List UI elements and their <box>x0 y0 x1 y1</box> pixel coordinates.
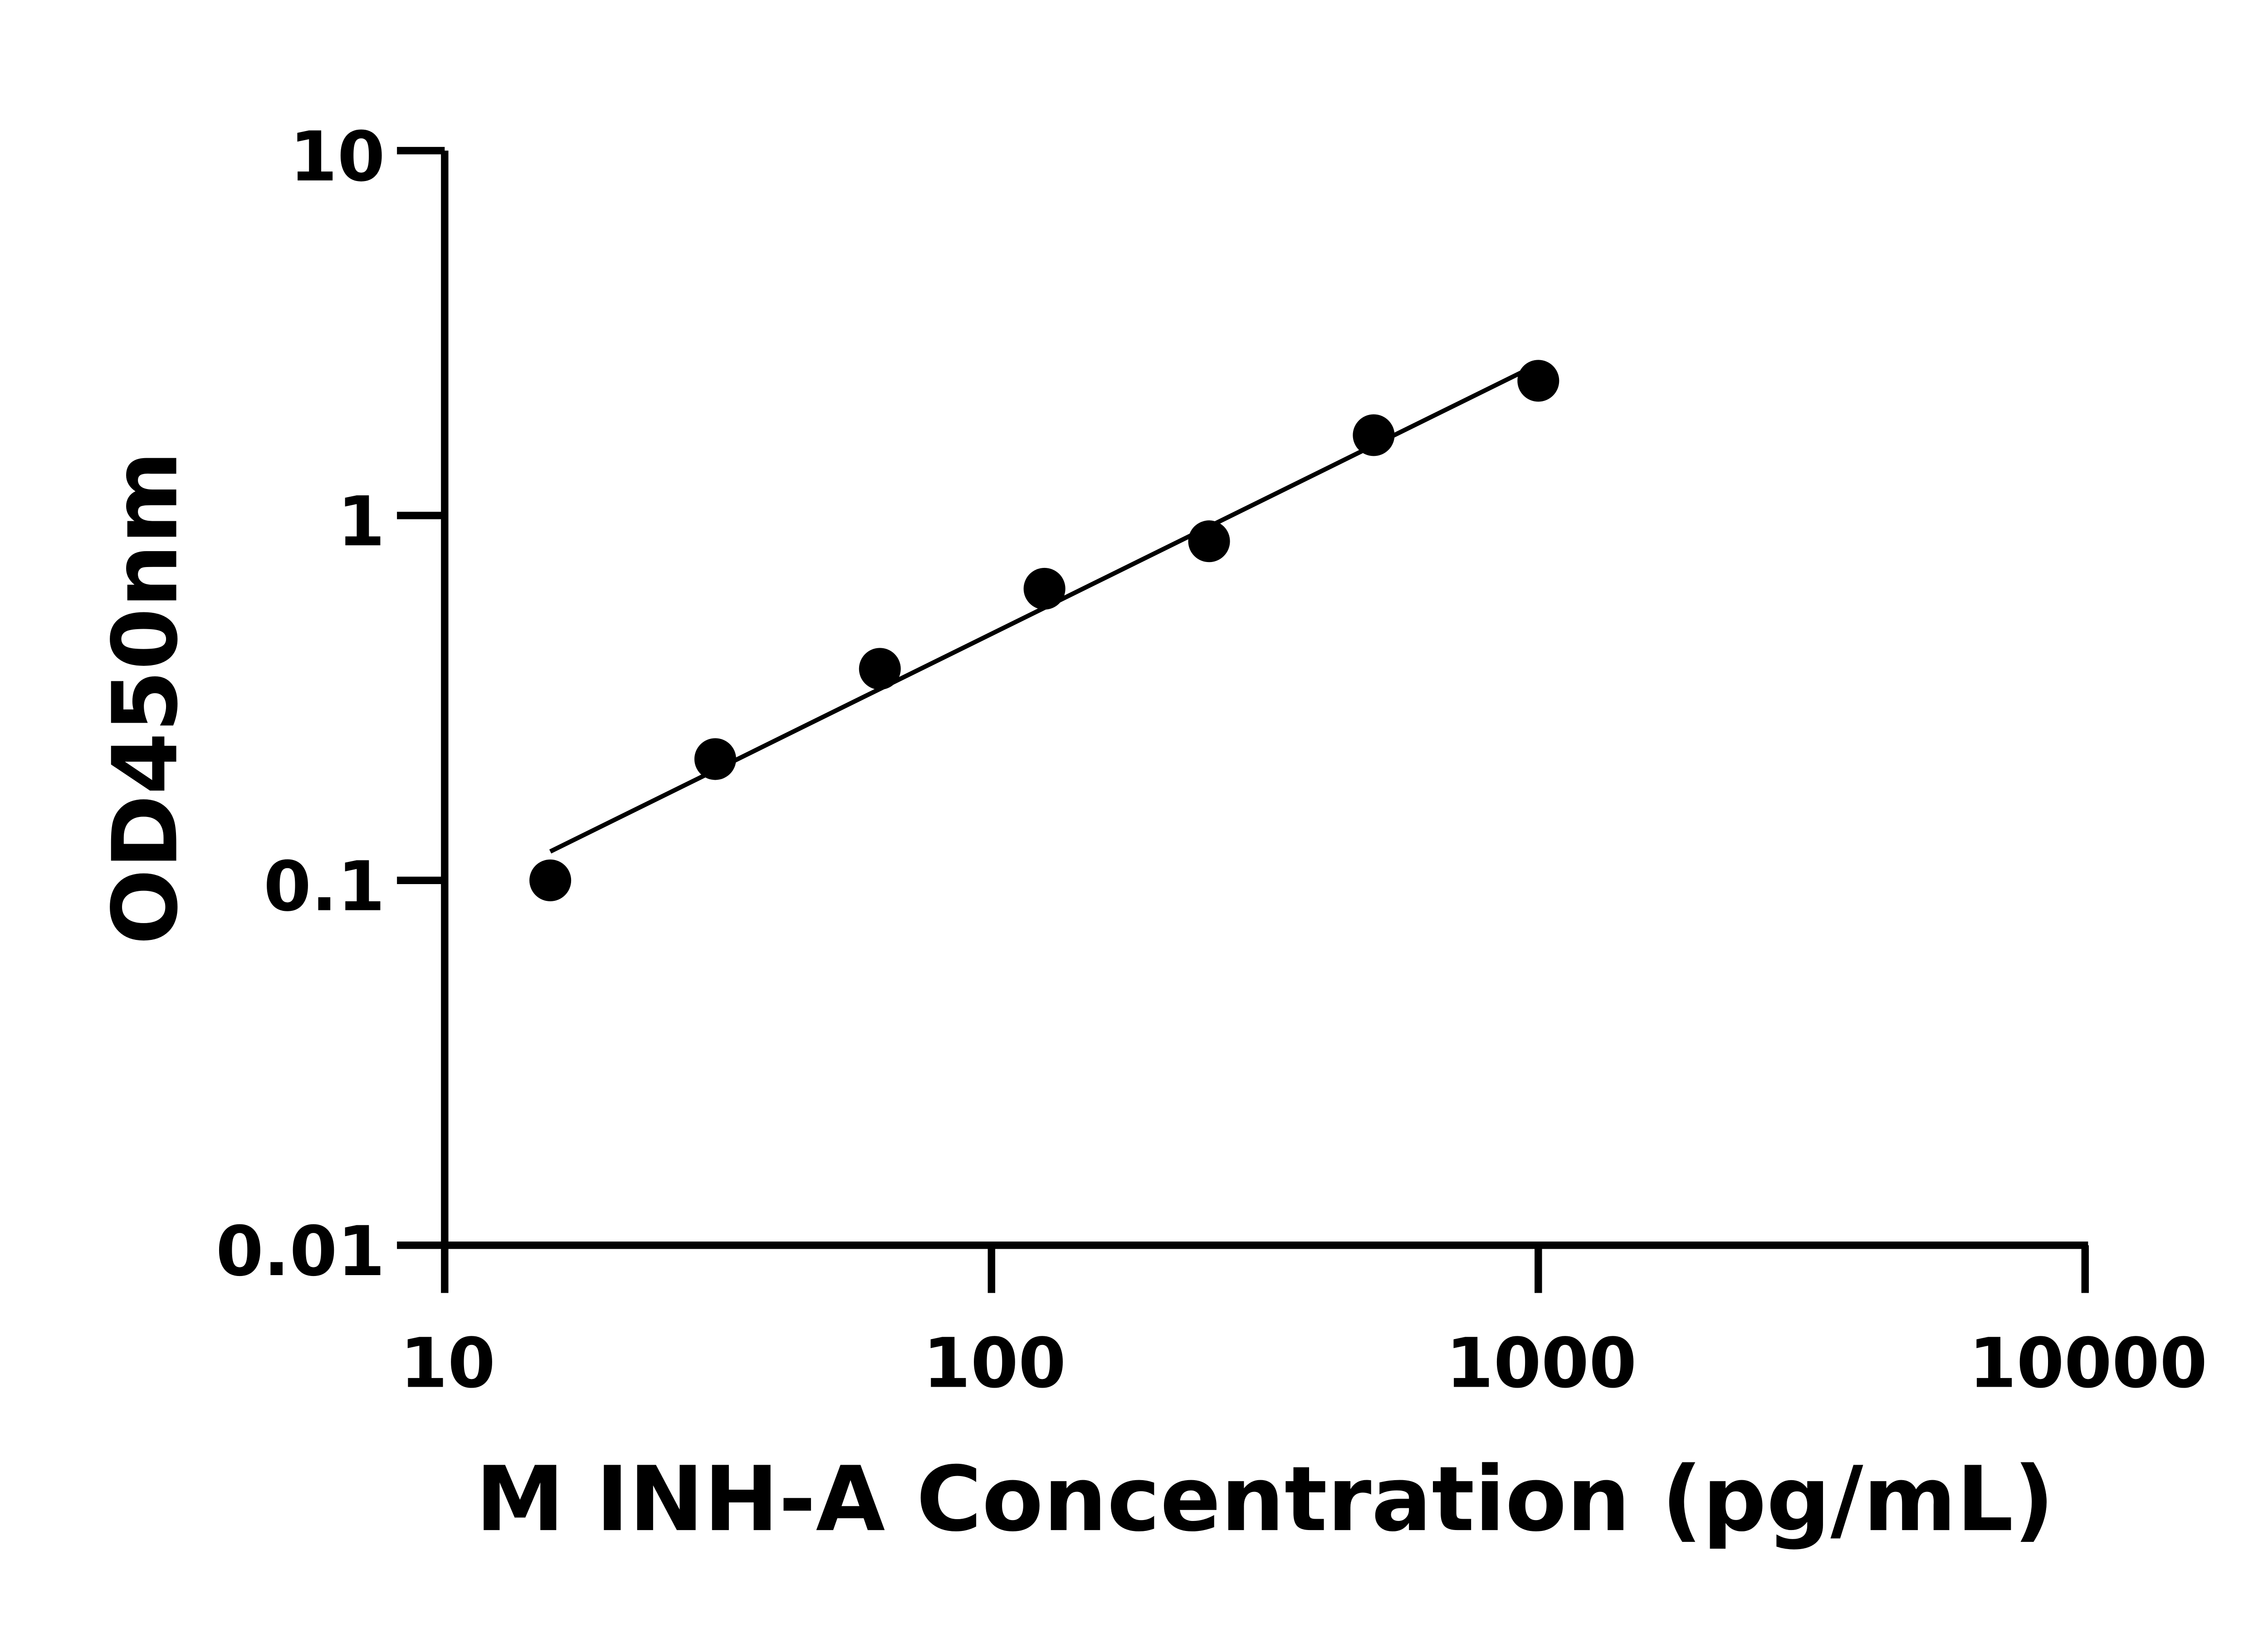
data-point <box>1023 567 1066 610</box>
y-tick-label: 0.01 <box>216 1212 385 1291</box>
y-tick-label: 0.1 <box>264 847 385 927</box>
x-tick-label: 10000 <box>1969 1324 2207 1403</box>
y-axis-title: OD450nm <box>93 451 198 945</box>
axes: 10 100 1000 10000 0.01 0.1 1 10 <box>216 117 2208 1403</box>
x-axis-title: M INH-A Concentration (pg/mL) <box>475 1447 2054 1551</box>
data-points <box>529 360 1559 901</box>
data-point <box>529 859 572 901</box>
x-tick-label: 100 <box>923 1324 1066 1403</box>
data-point <box>1188 520 1230 562</box>
y-tick-label: 10 <box>289 117 385 197</box>
data-point <box>1517 360 1559 402</box>
x-tick-label: 1000 <box>1446 1324 1637 1403</box>
data-point <box>859 648 901 690</box>
data-point <box>1353 414 1395 456</box>
data-point <box>694 738 736 780</box>
y-tick-label: 1 <box>337 482 385 562</box>
x-tick-label: 10 <box>400 1324 495 1403</box>
